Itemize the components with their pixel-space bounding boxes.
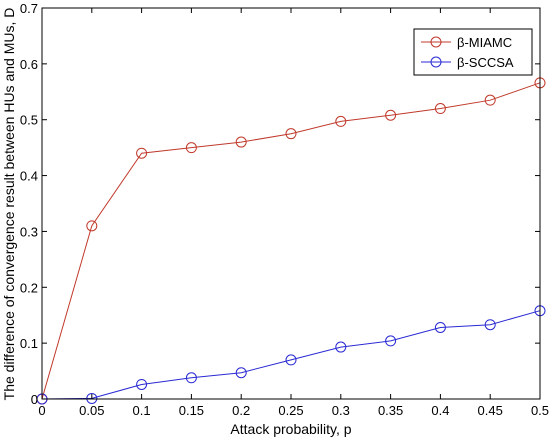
ticks-layer: 0 0.05 0.1 0.15 0.2 0.25 0.3 0.35 0.4 0.45 0.5 0 0.1… <box>20 1 549 418</box>
y-tick-label: 0.5 <box>20 113 38 128</box>
data-point-s1-1 <box>86 392 98 404</box>
legend: β-MIAMC β-SCCSA <box>413 28 533 76</box>
x-tick-label: 0.4 <box>431 403 449 418</box>
y-tick-label: 0.1 <box>20 336 38 351</box>
data-point-s0-2 <box>136 147 148 159</box>
legend-marker-beta-sccsa <box>430 56 442 68</box>
legend-label-beta-miamc: β-MIAMC <box>457 35 512 50</box>
x-tick-label: 0.15 <box>179 403 204 418</box>
data-point-s1-5 <box>285 354 297 366</box>
x-tick-label: 0.35 <box>378 403 403 418</box>
data-point-s1-4 <box>235 367 247 379</box>
y-tick-label: 0.4 <box>20 169 38 184</box>
data-point-s0-1 <box>86 220 98 232</box>
y-tick-label: 0.2 <box>20 280 38 295</box>
legend-label-beta-sccsa: β-SCCSA <box>457 55 514 70</box>
y-tick-label: 0.3 <box>20 224 38 239</box>
data-point-s0-5 <box>285 128 297 140</box>
x-tick-label: 0.5 <box>531 403 549 418</box>
data-point-s0-4 <box>235 136 247 148</box>
x-tick-label: 0.05 <box>79 403 104 418</box>
legend-marker-beta-miamc <box>430 36 442 48</box>
y-tick-label: 0.6 <box>20 57 38 72</box>
x-tick-label: 0.3 <box>332 403 350 418</box>
legend-box <box>413 28 533 76</box>
series-layer <box>36 77 546 405</box>
data-point-s1-6 <box>335 341 347 353</box>
x-tick-label: 0.2 <box>232 403 250 418</box>
data-point-s1-9 <box>484 319 496 331</box>
series-line-0 <box>41 82 541 400</box>
data-point-s0-7 <box>385 109 397 121</box>
data-point-s0-6 <box>335 115 347 127</box>
data-point-s1-7 <box>385 335 397 347</box>
y-tick-label: 0.7 <box>20 1 38 16</box>
data-point-s1-8 <box>434 322 446 334</box>
x-axis-title: Attack probability, p <box>230 421 351 437</box>
x-tick-label: 0.25 <box>278 403 303 418</box>
data-point-s0-3 <box>185 142 197 154</box>
x-tick-label: 0.1 <box>133 403 151 418</box>
y-axis-title: The difference of convergence result bet… <box>1 8 17 401</box>
data-point-s1-2 <box>136 378 148 390</box>
x-tick-label: 0 <box>38 403 45 418</box>
series-line-1 <box>41 310 541 400</box>
y-tick-label: 0 <box>31 392 38 407</box>
x-tick-label: 0.45 <box>478 403 503 418</box>
data-point-s0-8 <box>434 103 446 115</box>
data-point-s1-3 <box>185 372 197 384</box>
data-point-s0-9 <box>484 94 496 106</box>
